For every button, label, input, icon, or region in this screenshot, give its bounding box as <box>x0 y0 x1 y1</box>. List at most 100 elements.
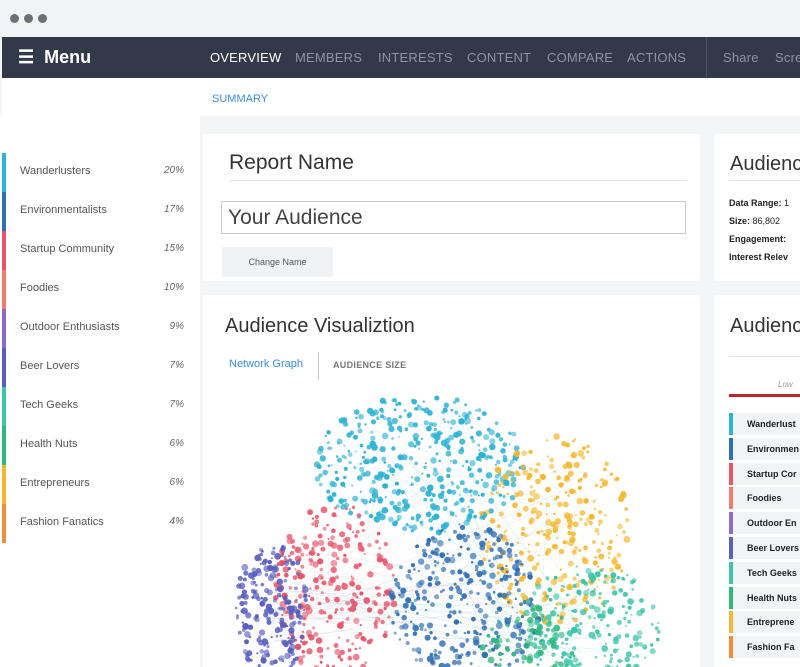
audience-segment-row[interactable]: Outdoor En <box>729 512 800 535</box>
nav-compare[interactable]: COMPARE <box>547 50 614 65</box>
interest-relevance: Interest Relev <box>729 252 789 262</box>
nav-members[interactable]: MEMBERS <box>295 50 363 65</box>
segment-item[interactable]: Beer Lovers 7% <box>0 348 200 387</box>
segment-color-bar <box>2 465 6 504</box>
audience-segments-title: Audienc <box>730 315 800 337</box>
divider <box>229 180 687 181</box>
hamburger-icon: ☰ <box>18 47 35 67</box>
segment-color-bar <box>729 487 733 510</box>
segment-percent: 10% <box>163 282 184 293</box>
audience-segment-row[interactable]: Wanderlust <box>729 413 800 435</box>
segment-name: Entrepreneurs <box>20 477 90 489</box>
audience-segment-row[interactable]: Entreprene <box>729 611 800 634</box>
segment-color-bar <box>729 537 733 559</box>
tab-network-graph[interactable]: Network Graph <box>229 358 303 370</box>
segment-item[interactable]: Startup Community 15% <box>0 231 200 270</box>
scale-low-label: Low <box>778 380 793 389</box>
segment-name: Tech Geeks <box>747 567 797 578</box>
segment-name: Entreprene <box>747 617 795 628</box>
network-graph[interactable] <box>230 395 700 667</box>
segment-color-bar <box>2 426 6 465</box>
audience-name-input[interactable] <box>221 201 686 234</box>
tab-divider <box>318 352 319 380</box>
audience-summary-card <box>714 134 800 281</box>
scale-bar <box>729 394 800 397</box>
top-nav: ☰ Menu OVERVIEW MEMBERS INTERESTS CONTEN… <box>2 37 800 78</box>
nav-divider <box>706 37 707 78</box>
audience-segment-row[interactable]: Foodies <box>729 487 800 510</box>
change-name-button[interactable]: Change Name <box>222 247 333 277</box>
window-dot-icon[interactable] <box>24 14 33 23</box>
nav-actions[interactable]: ACTIONS <box>627 50 687 65</box>
sub-nav: SUMMARY <box>2 78 800 116</box>
audience-segment-row[interactable]: Tech Geeks <box>729 561 800 584</box>
segment-item[interactable]: Health Nuts 6% <box>0 426 200 465</box>
segment-color-bar <box>729 437 733 460</box>
nav-overview[interactable]: OVERVIEW <box>210 50 282 65</box>
nav-share[interactable]: Share <box>723 50 759 65</box>
segment-name: Outdoor Enthusiasts <box>20 321 120 333</box>
divider <box>729 356 800 357</box>
audience-size: Size: 86,802 <box>729 216 781 226</box>
divider <box>729 180 800 181</box>
segment-name: Beer Lovers <box>747 543 800 553</box>
segment-color-bar <box>2 231 6 270</box>
segment-item[interactable]: Environmentalists 17% <box>0 192 200 231</box>
segment-name: Wanderlusters <box>20 165 91 177</box>
audience-segment-row[interactable]: Beer Lovers <box>729 537 800 559</box>
segment-color-bar <box>2 348 6 387</box>
window-dot-icon[interactable] <box>10 14 19 23</box>
nav-content[interactable]: CONTENT <box>467 50 532 65</box>
segment-percent: 9% <box>169 321 184 332</box>
audience-segment-row[interactable]: Health Nuts <box>729 586 800 609</box>
segment-percent: 6% <box>169 438 184 449</box>
segment-name: Startup Cor <box>747 468 797 479</box>
audience-segment-row[interactable]: Startup Cor <box>729 462 800 485</box>
tab-audience-size[interactable]: AUDIENCE SIZE <box>333 360 407 370</box>
segment-percent: 15% <box>163 243 184 254</box>
nav-screen[interactable]: Scre <box>775 50 800 65</box>
segment-name: Environmen <box>747 443 800 454</box>
segment-percent: 7% <box>169 360 184 371</box>
segment-item[interactable]: Tech Geeks 7% <box>0 387 200 426</box>
segment-color-bar <box>729 462 733 485</box>
audience-segment-row[interactable]: Fashion Fa <box>729 636 800 659</box>
segment-name: Fashion Fa <box>747 642 795 653</box>
engagement: Engagement: <box>729 234 787 244</box>
segment-name: Outdoor En <box>747 518 797 529</box>
segment-name: Tech Geeks <box>20 399 79 411</box>
segment-name: Wanderlust <box>747 419 796 429</box>
segment-name: Startup Community <box>20 243 115 255</box>
segment-color-bar <box>729 636 733 659</box>
nav-interests[interactable]: INTERESTS <box>378 50 453 65</box>
segment-color-bar <box>2 192 6 231</box>
menu-button[interactable]: ☰ Menu <box>18 37 91 78</box>
segment-item[interactable]: Wanderlusters 20% <box>0 153 200 192</box>
segment-item[interactable]: Fashion Fanatics 4% <box>0 504 200 543</box>
tab-summary[interactable]: SUMMARY <box>212 93 269 105</box>
segment-color-bar <box>2 270 6 309</box>
report-title: Report Name <box>229 151 354 174</box>
segment-color-bar <box>2 387 6 426</box>
segment-percent: 20% <box>163 165 184 176</box>
audience-summary-title: Audienc <box>730 153 800 175</box>
segment-color-bar <box>2 153 6 192</box>
segment-name: Beer Lovers <box>20 360 80 372</box>
segment-color-bar <box>2 504 6 543</box>
segment-color-bar <box>729 611 733 634</box>
segment-color-bar <box>729 413 733 435</box>
audience-segment-row[interactable]: Environmen <box>729 437 800 460</box>
segment-percent: 7% <box>169 399 184 410</box>
segment-item[interactable]: Entrepreneurs 6% <box>0 465 200 504</box>
visualization-title: Audience Visualiztion <box>225 315 415 337</box>
window-titlebar <box>0 0 800 37</box>
segment-name: Fashion Fanatics <box>20 516 104 528</box>
segment-name: Health Nuts <box>747 592 798 603</box>
segment-item[interactable]: Foodies 10% <box>0 270 200 309</box>
segment-item[interactable]: Outdoor Enthusiasts 9% <box>0 309 200 348</box>
segment-percent: 6% <box>169 477 184 488</box>
window-dot-icon[interactable] <box>38 14 47 23</box>
segment-sidebar: Wanderlusters 20% Environmentalists 17% Star… <box>0 116 200 667</box>
segment-color-bar <box>729 586 733 609</box>
